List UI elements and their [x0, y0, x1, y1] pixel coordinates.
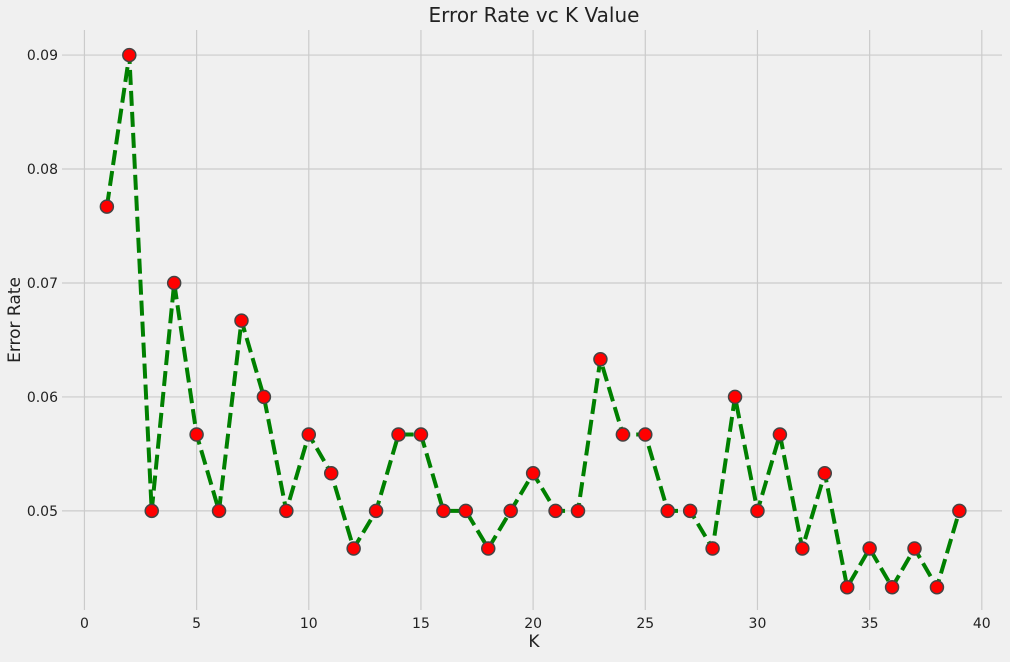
data-point [144, 503, 159, 519]
data-point [839, 579, 855, 595]
x-axis-title: K [528, 632, 540, 652]
series-layer [99, 47, 967, 595]
data-point [638, 427, 653, 442]
grid-layer [62, 30, 1002, 610]
data-point [279, 503, 294, 519]
data-point [189, 427, 204, 442]
x-tick-label: 40 [973, 616, 991, 632]
data-point [458, 503, 474, 519]
x-tick-label: 10 [300, 616, 318, 632]
data-point [503, 503, 518, 519]
data-point [615, 427, 631, 442]
data-point [211, 503, 227, 519]
x-tick-label: 35 [861, 616, 879, 632]
x-tick-label: 0 [80, 616, 89, 632]
data-point [570, 503, 586, 519]
data-point [323, 466, 339, 481]
data-point [593, 352, 608, 367]
chart-title: Error Rate vc K Value [429, 3, 640, 27]
data-point [256, 389, 272, 405]
data-point [234, 313, 249, 328]
data-point [346, 541, 361, 556]
data-point [481, 541, 496, 556]
data-point [884, 579, 900, 595]
data-point [952, 503, 967, 519]
x-tick-label: 20 [524, 616, 542, 632]
data-point [705, 541, 720, 556]
y-axis-title: Error Rate [5, 277, 25, 363]
x-tick-label: 5 [192, 616, 201, 632]
x-tick-label: 25 [636, 616, 654, 632]
data-point [795, 541, 810, 556]
data-point [99, 199, 115, 214]
data-point [391, 427, 406, 442]
data-point [660, 503, 675, 519]
y-tick-label: 0.08 [27, 162, 58, 178]
x-tick-label: 15 [412, 616, 430, 632]
y-tick-label: 0.05 [27, 504, 58, 520]
y-tick-label: 0.07 [27, 276, 58, 292]
data-point [413, 427, 429, 442]
data-point [727, 389, 743, 405]
data-point [682, 503, 698, 519]
y-tick-label: 0.09 [27, 48, 58, 64]
data-point [525, 466, 541, 481]
data-point [166, 275, 182, 291]
data-point [772, 427, 788, 442]
data-point [929, 579, 945, 595]
data-point [817, 466, 833, 481]
data-point [301, 427, 317, 442]
data-point [122, 47, 137, 63]
axis-layer: 0 5 10 15 20 25 30 35 40 0.05 0.06 0.07 0.08 0.09 [27, 48, 991, 632]
data-point [862, 541, 877, 556]
y-tick-label: 0.06 [27, 390, 58, 406]
data-point [750, 503, 765, 519]
x-tick-label: 30 [749, 616, 767, 632]
data-point [548, 503, 563, 519]
data-point [368, 503, 384, 519]
data-point [907, 541, 922, 556]
data-point [436, 503, 451, 519]
